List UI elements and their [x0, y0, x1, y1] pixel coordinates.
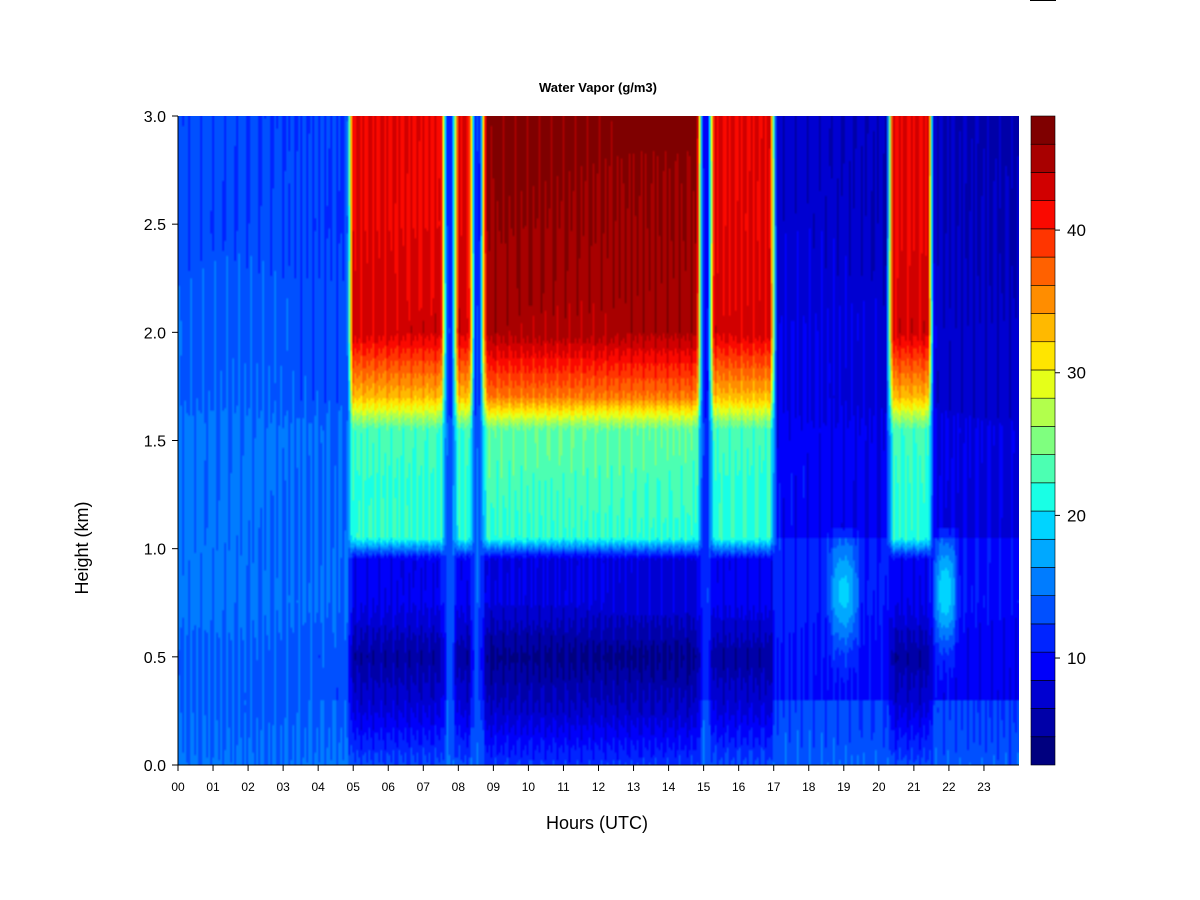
x-tick-label: 04	[311, 780, 325, 794]
x-tick-label: 15	[697, 780, 711, 794]
colorbar-level	[1030, 256, 1056, 286]
colorbar-level	[1030, 736, 1056, 766]
x-tick-label: 18	[802, 780, 816, 794]
colorbar-level	[1030, 397, 1056, 427]
colorbar-level	[1030, 369, 1056, 399]
colorbar-level	[1030, 567, 1056, 596]
x-tick-label: 11	[557, 780, 570, 794]
x-tick-label: 14	[662, 780, 676, 794]
colorbar-level	[1030, 708, 1056, 738]
y-axis: 0.0 0.5 1.0 1.5 2.0 2.5 3.0	[144, 109, 179, 775]
x-tick-label: 02	[241, 780, 255, 794]
y-tick-label: 0.5	[144, 650, 166, 667]
x-tick-label: 10	[522, 780, 536, 794]
x-tick-label: 07	[417, 780, 431, 794]
x-tick-label: 09	[487, 780, 501, 794]
x-axis: 00 01 02 03 04 05 06 07 08 09 10 11 12 13 14 15 16 17 18 19…	[171, 764, 1019, 794]
colorbar-tick-label: 20	[1067, 506, 1086, 525]
colorbar-level	[1030, 680, 1056, 709]
colorbar-level	[1030, 595, 1056, 625]
x-tick-label: 13	[627, 780, 641, 794]
x-tick-label: 19	[837, 780, 851, 794]
x-tick-label: 16	[732, 780, 746, 794]
colorbar-level	[1030, 285, 1056, 314]
y-axis-label: Height (km)	[72, 501, 92, 594]
colorbar-tick-label: 10	[1067, 649, 1086, 668]
y-tick-label: 1.0	[144, 542, 166, 559]
colorbar-level	[1030, 538, 1056, 568]
x-tick-label: 21	[907, 780, 921, 794]
x-tick-label: 20	[872, 780, 886, 794]
colorbar-level	[1030, 313, 1056, 343]
heatmap-field	[178, 116, 1019, 765]
x-tick-label: 22	[942, 780, 956, 794]
x-tick-label: 03	[276, 780, 290, 794]
colorbar	[1030, 115, 1056, 766]
colorbar-level	[1030, 200, 1056, 230]
x-tick-label: 01	[206, 780, 220, 794]
colorbar-tick-label: 30	[1067, 364, 1086, 383]
y-tick-label: 0.0	[144, 758, 166, 775]
y-tick-label: 2.5	[144, 217, 166, 234]
colorbar-ticks: 10 20 30 40	[1055, 221, 1086, 668]
y-tick-label: 1.5	[144, 434, 166, 451]
corner-mark	[1030, 0, 1056, 1]
x-tick-label: 06	[382, 780, 396, 794]
x-axis-label: Hours (UTC)	[546, 813, 648, 833]
colorbar-tick-label: 40	[1067, 221, 1086, 240]
y-tick-label: 3.0	[144, 109, 166, 126]
colorbar-level	[1030, 341, 1056, 371]
colorbar-level	[1030, 651, 1056, 681]
x-tick-label: 12	[592, 780, 606, 794]
x-tick-label: 00	[171, 780, 185, 794]
colorbar-level	[1030, 143, 1056, 173]
colorbar-level	[1030, 482, 1056, 512]
colorbar-level	[1030, 115, 1056, 145]
colorbar-level	[1030, 172, 1056, 201]
y-tick-label: 2.0	[144, 325, 166, 342]
colorbar-level	[1030, 426, 1056, 455]
colorbar-level	[1030, 510, 1056, 540]
colorbar-level	[1030, 623, 1056, 653]
chart-title: Water Vapor (g/m3)	[539, 80, 657, 95]
colorbar-level	[1030, 228, 1056, 258]
x-tick-label: 17	[767, 780, 781, 794]
x-tick-label: 08	[452, 780, 466, 794]
x-tick-label: 23	[977, 780, 991, 794]
x-tick-label: 05	[347, 780, 361, 794]
colorbar-level	[1030, 454, 1056, 484]
